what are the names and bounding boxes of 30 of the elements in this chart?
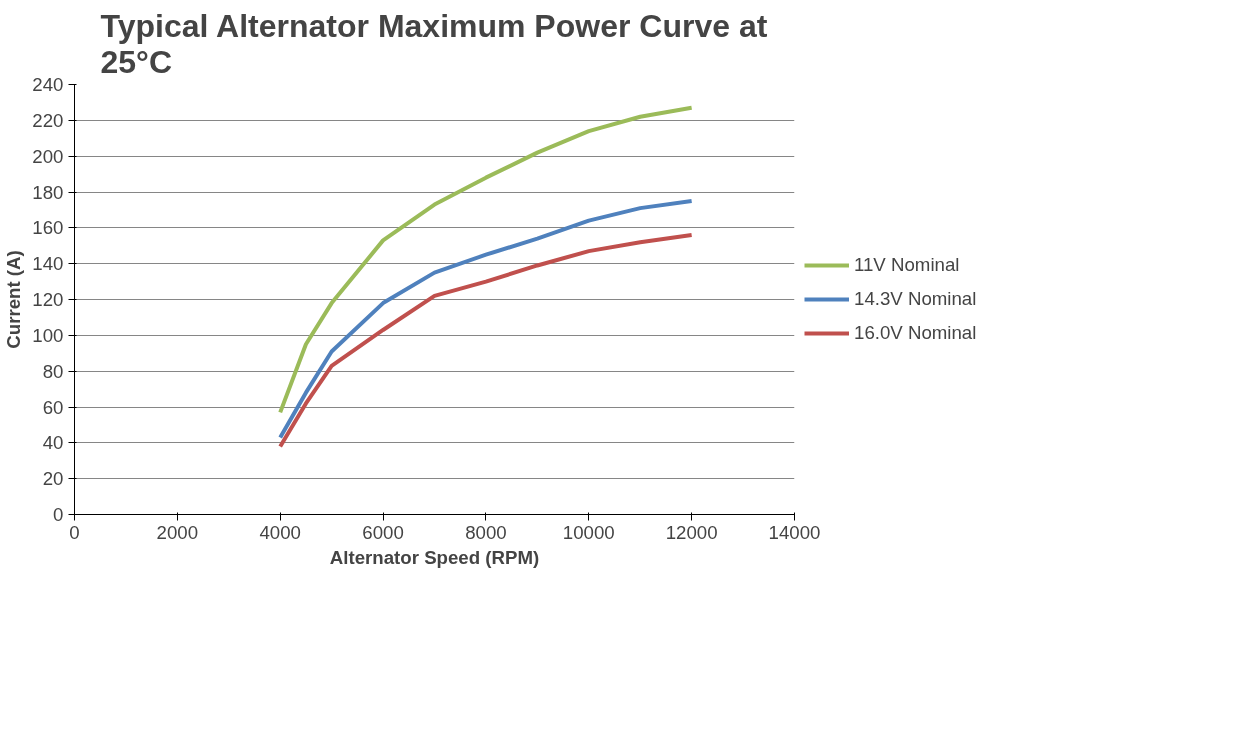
y-tick-label: 160 (32, 217, 64, 239)
x-tick-label: 0 (69, 521, 80, 543)
chart-title: Typical Alternator Maximum Power Curve at 25°C (100, 7, 768, 80)
legend-label: 16.0V Nominal (854, 322, 977, 344)
line-series (278, 233, 694, 449)
y-axis-title: Current (A) (3, 250, 25, 349)
y-tick-label: 40 (42, 432, 64, 454)
y-tick-label: 180 (32, 181, 64, 203)
x-tick-label: 6000 (362, 521, 404, 543)
y-tick-label: 100 (32, 324, 64, 346)
y-tick-label: 20 (42, 468, 64, 490)
y-tick-label: 60 (42, 396, 64, 418)
line-series (278, 198, 694, 440)
x-tick-label: 14000 (768, 521, 821, 543)
y-tick-label: 120 (32, 289, 64, 310)
legend-label: 14.3V Nominal (854, 288, 977, 310)
y-tick-label: 80 (42, 360, 64, 382)
y-tick-label: 220 (32, 109, 64, 131)
x-tick-label: 10000 (562, 521, 615, 543)
x-tick-label: 8000 (465, 521, 507, 543)
x-tick-label: 4000 (259, 521, 301, 543)
y-tick-label: 0 (53, 504, 64, 525)
x-tick-label: 12000 (665, 521, 718, 543)
line-series (278, 105, 694, 415)
legend-label: 11V Nominal (854, 254, 960, 276)
y-tick-label: 140 (32, 253, 64, 275)
y-tick-label: 240 (32, 74, 64, 95)
y-tick-label: 200 (32, 145, 64, 167)
x-axis-title: Alternator Speed (RPM) (329, 546, 540, 568)
x-tick-label: 2000 (156, 521, 199, 543)
